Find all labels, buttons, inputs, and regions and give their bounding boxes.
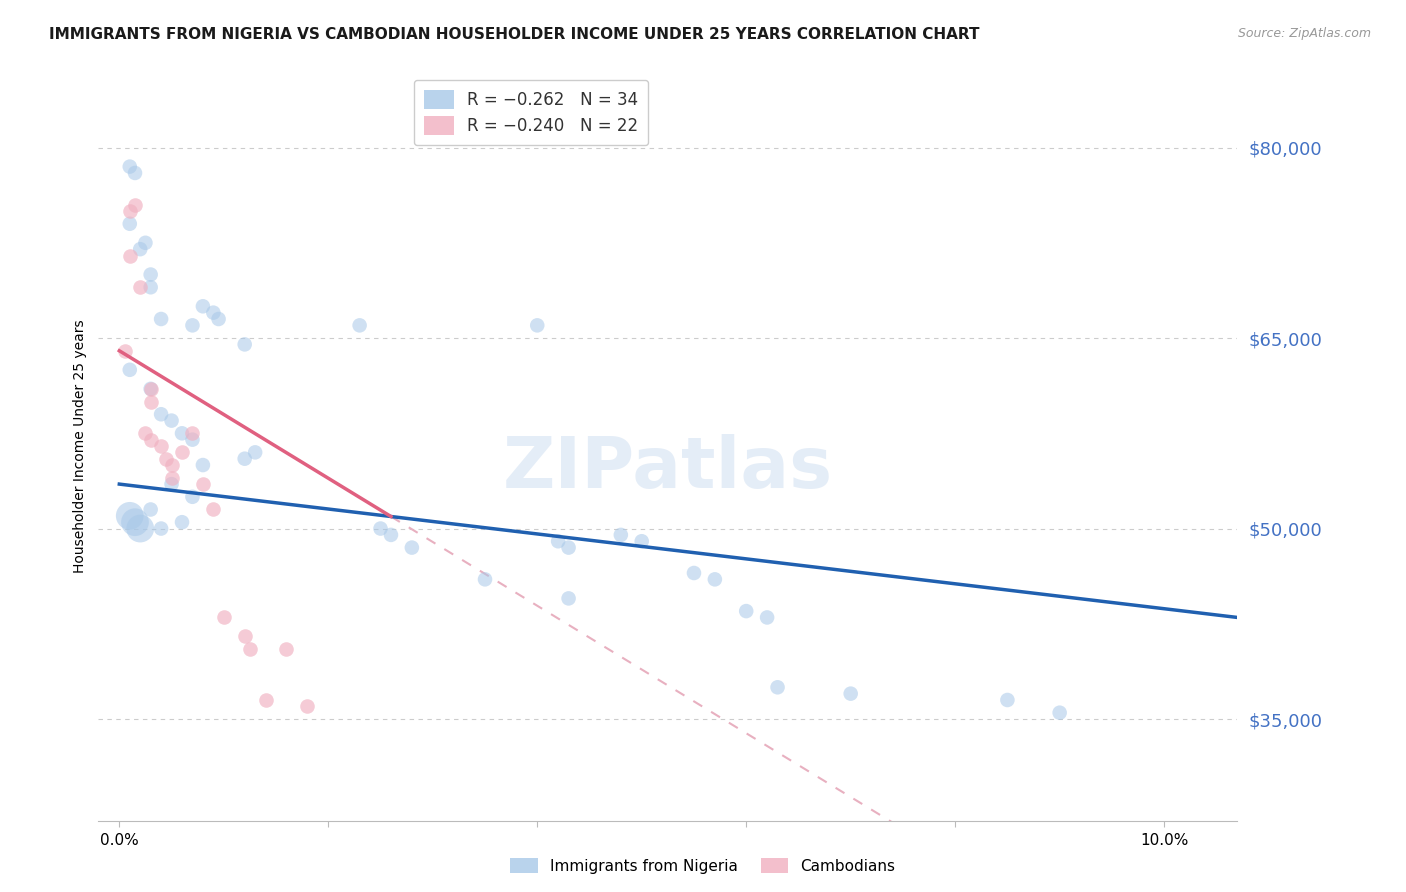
Point (124, 166, 146, 180)
Point (1049, 706, 1071, 720)
Point (254, 693, 277, 707)
Point (191, 299, 214, 313)
Point (160, 471, 183, 485)
Point (150, 312, 173, 326)
Point (233, 451, 256, 466)
Point (401, 541, 423, 555)
Point (997, 693, 1019, 707)
Text: Source: ZipAtlas.com: Source: ZipAtlas.com (1237, 27, 1371, 40)
Point (129, 242, 152, 256)
Point (129, 280, 152, 294)
Point (160, 477, 183, 491)
Point (703, 572, 725, 586)
Point (766, 681, 789, 695)
Point (181, 490, 204, 504)
Text: IMMIGRANTS FROM NIGERIA VS CAMBODIAN HOUSEHOLDER INCOME UNDER 25 YEARS CORRELATI: IMMIGRANTS FROM NIGERIA VS CAMBODIAN HOU… (49, 27, 980, 42)
Point (139, 433, 162, 447)
Point (170, 426, 193, 441)
Point (129, 522, 152, 536)
Point (557, 591, 579, 606)
Point (150, 407, 173, 421)
Point (610, 528, 633, 542)
Point (297, 699, 319, 714)
Legend: R = −0.262   N = 34, R = −0.240   N = 22: R = −0.262 N = 34, R = −0.240 N = 22 (413, 79, 648, 145)
Point (276, 642, 298, 657)
Point (160, 458, 183, 472)
Point (150, 522, 173, 536)
Point (170, 445, 193, 459)
Point (134, 235, 156, 250)
Point (124, 197, 146, 211)
Point (630, 534, 652, 549)
Point (155, 451, 177, 466)
Point (380, 528, 402, 542)
Point (139, 280, 162, 294)
Point (683, 566, 706, 580)
Point (243, 445, 266, 459)
Point (526, 318, 548, 333)
Point (139, 382, 162, 396)
Point (160, 414, 183, 428)
Point (139, 502, 162, 516)
Point (839, 687, 862, 701)
Point (233, 630, 256, 644)
Point (557, 541, 579, 555)
Point (212, 610, 235, 624)
Point (124, 515, 146, 529)
Point (181, 433, 204, 447)
Point (181, 318, 204, 333)
Point (233, 337, 256, 351)
Point (474, 572, 496, 586)
Point (139, 382, 162, 396)
Point (191, 458, 214, 472)
Point (150, 439, 173, 453)
Y-axis label: Householder Income Under 25 years: Householder Income Under 25 years (73, 319, 87, 573)
Point (139, 394, 162, 409)
Point (170, 515, 193, 529)
Point (349, 318, 371, 333)
Point (118, 508, 141, 523)
Legend: Immigrants from Nigeria, Cambodians: Immigrants from Nigeria, Cambodians (505, 852, 901, 880)
Point (118, 248, 141, 262)
Point (118, 160, 141, 174)
Point (202, 502, 225, 516)
Point (118, 363, 141, 377)
Point (181, 426, 204, 441)
Point (239, 642, 262, 657)
Point (756, 610, 779, 624)
Point (207, 312, 229, 326)
Point (118, 204, 141, 219)
Point (114, 343, 136, 358)
Point (139, 268, 162, 282)
Text: ZIPatlas: ZIPatlas (503, 434, 832, 503)
Point (735, 604, 758, 618)
Point (547, 534, 569, 549)
Point (191, 477, 214, 491)
Point (118, 217, 141, 231)
Point (202, 306, 225, 320)
Point (134, 426, 156, 441)
Point (370, 522, 392, 536)
